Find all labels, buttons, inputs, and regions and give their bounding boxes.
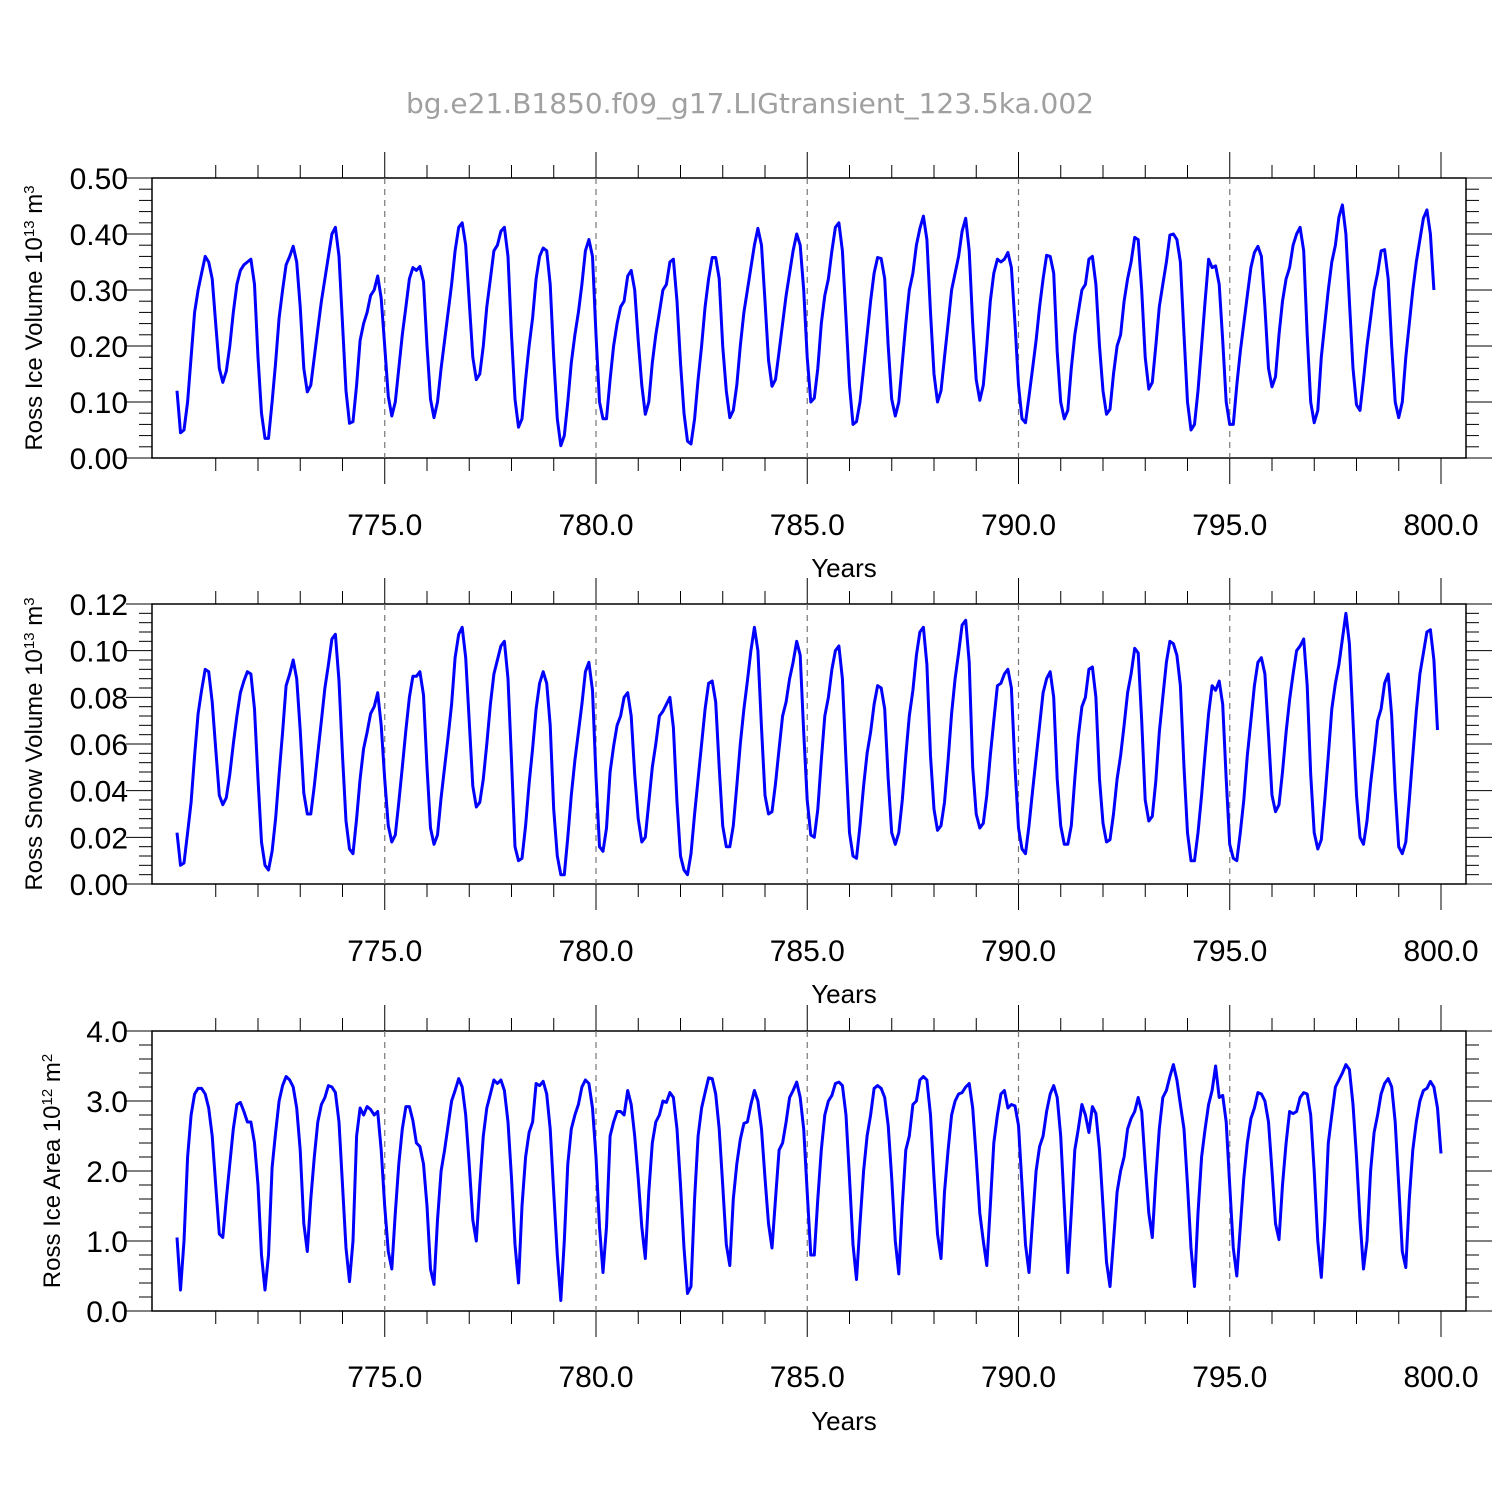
x-tick-label: 790.0 [981,509,1056,542]
y-tick-label: 0.40 [70,219,128,252]
x-tick-label: 780.0 [558,1361,633,1394]
x-axis-label: Years [811,553,877,583]
y-axis-label: Ross Snow Volume 1013 m3 [21,597,49,890]
panel-3: 775.0 780.0 785.0 790.0 795.0 800.0 Years 0.0 1.… [39,1005,1492,1436]
y-axis-label: Ross Ice Volume 1013 m3 [21,185,49,450]
y-tick-label: 0.06 [70,729,128,762]
x-axis-label: Years [811,979,877,1009]
series-line [175,1063,1443,1302]
x-tick-label: 780.0 [558,509,633,542]
panel-1: 775.0 780.0 785.0 790.0 795.0 800.0 Years 0.00 0… [21,152,1492,583]
x-tick-label: 785.0 [770,935,845,968]
x-tick-label: 790.0 [981,935,1056,968]
series-line [175,611,1439,877]
x-tick-label: 775.0 [347,935,422,968]
y-tick-label: 2.0 [86,1156,128,1189]
x-tick-label: 790.0 [981,1361,1056,1394]
y-tick-label: 0.50 [70,163,128,196]
x-tick-label: 785.0 [770,1361,845,1394]
y-axis-label: Ross Ice Area 1012 m2 [39,1054,67,1288]
x-tick-label: 800.0 [1403,509,1478,542]
y-tick-label: 0.12 [70,589,128,622]
x-tick-label: 780.0 [558,935,633,968]
series-line [175,203,1436,448]
figure-title: bg.e21.B1850.f09_g17.LIGtransient_123.5k… [406,87,1094,120]
y-tick-label: 0.20 [70,331,128,364]
x-tick-label: 785.0 [770,509,845,542]
x-tick-label: 775.0 [347,1361,422,1394]
y-tick-label: 0.00 [70,869,128,902]
y-tick-label: 4.0 [86,1016,128,1049]
y-tick-label: 0.08 [70,682,128,715]
y-tick-label: 1.0 [86,1226,128,1259]
y-tick-label: 0.10 [70,387,128,420]
x-tick-label: 800.0 [1403,935,1478,968]
x-axis-label: Years [811,1406,877,1436]
y-tick-label: 3.0 [86,1086,128,1119]
x-tick-label: 795.0 [1192,935,1267,968]
y-tick-label: 0.0 [86,1296,128,1329]
y-tick-label: 0.30 [70,275,128,308]
y-tick-label: 0.10 [70,636,128,669]
panel-2: 775.0 780.0 785.0 790.0 795.0 800.0 Years 0.00 0… [21,578,1492,1009]
panels: 775.0 780.0 785.0 790.0 795.0 800.0 Years 0.00 0… [21,152,1492,1436]
plot-frame [151,177,1467,459]
x-tick-label: 775.0 [347,509,422,542]
x-tick-label: 800.0 [1403,1361,1478,1394]
x-tick-label: 795.0 [1192,1361,1267,1394]
y-tick-label: 0.00 [70,443,128,476]
y-tick-label: 0.04 [70,776,128,809]
y-tick-label: 0.02 [70,822,128,855]
x-tick-label: 795.0 [1192,509,1267,542]
